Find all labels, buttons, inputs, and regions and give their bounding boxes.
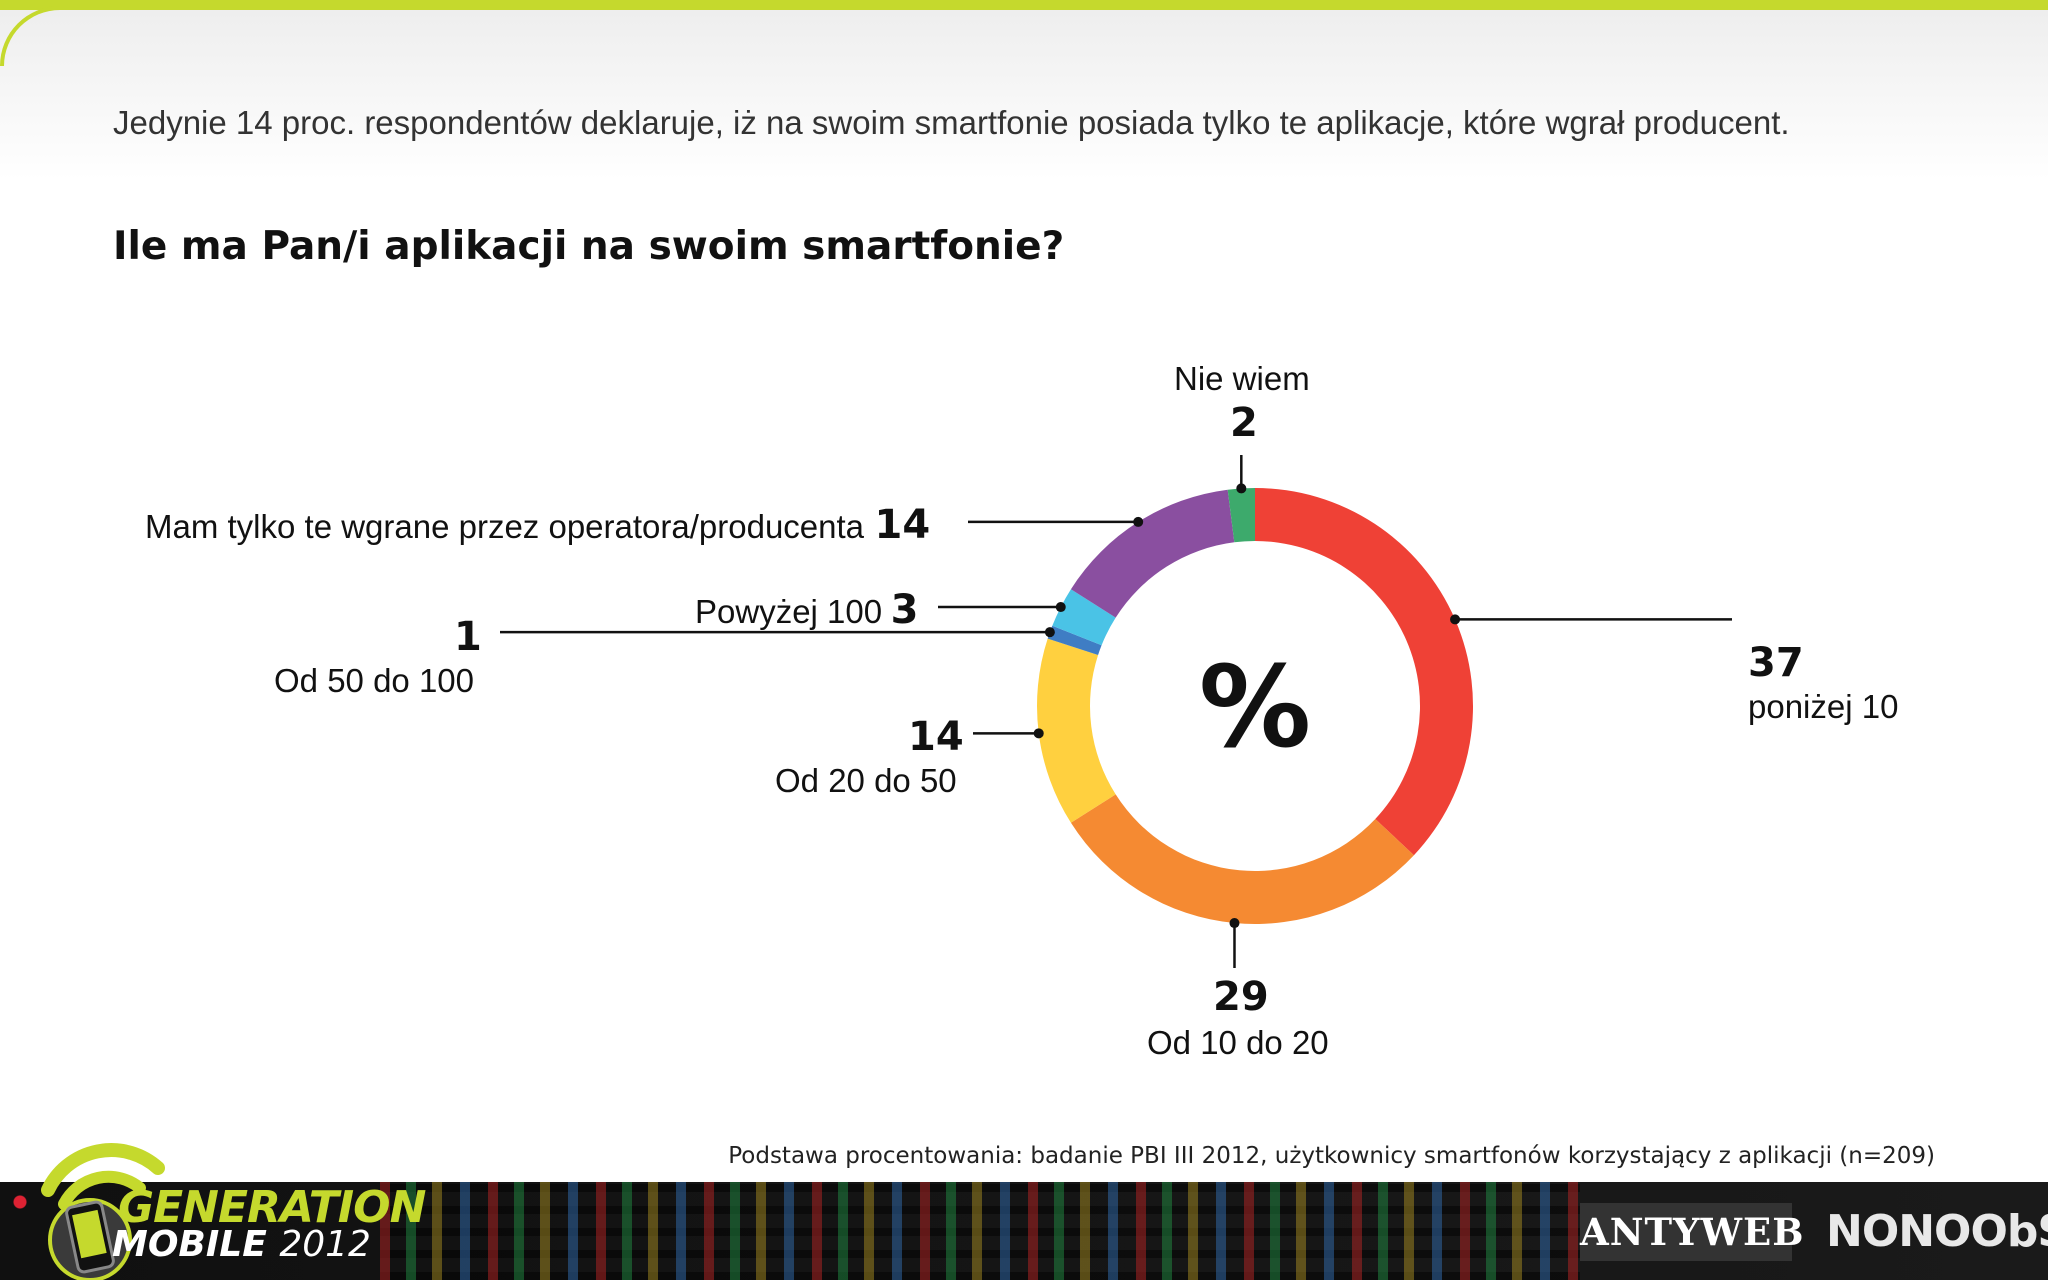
header-background bbox=[0, 10, 2048, 180]
label-od-50-do-100: Od 50 do 100 bbox=[274, 662, 474, 699]
label-od-20-do-50: Od 20 do 50 bbox=[775, 762, 957, 799]
phone-signal-icon bbox=[41, 1143, 165, 1280]
brand-line-2: MOBILE 2012 bbox=[112, 1224, 371, 1265]
donut-slice bbox=[1037, 638, 1116, 823]
center-percent-label: % bbox=[1199, 643, 1311, 773]
partner-logo-antyweb: ANTYWEB bbox=[1580, 1203, 1804, 1261]
partner-logo-nonoobs: NONOObS bbox=[1826, 1206, 2048, 1257]
leader-dot bbox=[1236, 483, 1247, 494]
label-operator: Mam tylko te wgrane przez operatora/prod… bbox=[145, 508, 865, 545]
donut-slice bbox=[1227, 488, 1255, 543]
value-operator: 14 bbox=[874, 502, 931, 548]
intro-text: Jedynie 14 proc. respondentów deklaruje,… bbox=[113, 104, 1790, 141]
leader-dot bbox=[1133, 516, 1144, 527]
donut-slice bbox=[1052, 589, 1116, 646]
value-ponizej-10: 37 bbox=[1748, 640, 1804, 686]
value-nie-wiem: 2 bbox=[1230, 400, 1258, 446]
label-od-10-do-20: Od 10 do 20 bbox=[1147, 1024, 1329, 1061]
label-row-powyzej-100: Powyżej 100 3 bbox=[695, 587, 918, 633]
brand-line-1: GENERATION bbox=[118, 1182, 426, 1233]
leader-dot bbox=[1229, 918, 1240, 929]
value-powyzej-100: 3 bbox=[890, 587, 919, 633]
value-od-50-do-100: 1 bbox=[454, 614, 482, 660]
brand-year: 2012 bbox=[279, 1224, 371, 1265]
chart-title: Ile ma Pan/i aplikacji na swoim smartfon… bbox=[113, 224, 1065, 269]
label-ponizej-10: poniżej 10 bbox=[1748, 688, 1899, 725]
label-row-operator: Mam tylko te wgrane przez operatora/prod… bbox=[145, 502, 930, 548]
value-od-10-do-20: 29 bbox=[1213, 974, 1269, 1020]
footnote: Podstawa procentowania: badanie PBI III … bbox=[728, 1143, 1935, 1169]
leader-dot bbox=[1033, 728, 1044, 739]
leader-dot bbox=[1450, 614, 1461, 625]
brand-mobile: MOBILE bbox=[112, 1224, 267, 1265]
label-powyzej-100: Powyżej 100 bbox=[695, 593, 883, 630]
donut-slice bbox=[1255, 488, 1473, 856]
value-od-20-do-50: 14 bbox=[908, 714, 964, 760]
donut-slice bbox=[1047, 625, 1102, 656]
leader-dot bbox=[1044, 627, 1055, 638]
label-nie-wiem: Nie wiem bbox=[1174, 360, 1310, 397]
top-accent-bar bbox=[0, 0, 2048, 10]
donut-slice bbox=[1070, 489, 1235, 618]
phones-pattern bbox=[380, 1182, 1580, 1280]
leader-dot bbox=[1055, 602, 1066, 613]
donut-slice bbox=[1070, 794, 1414, 924]
